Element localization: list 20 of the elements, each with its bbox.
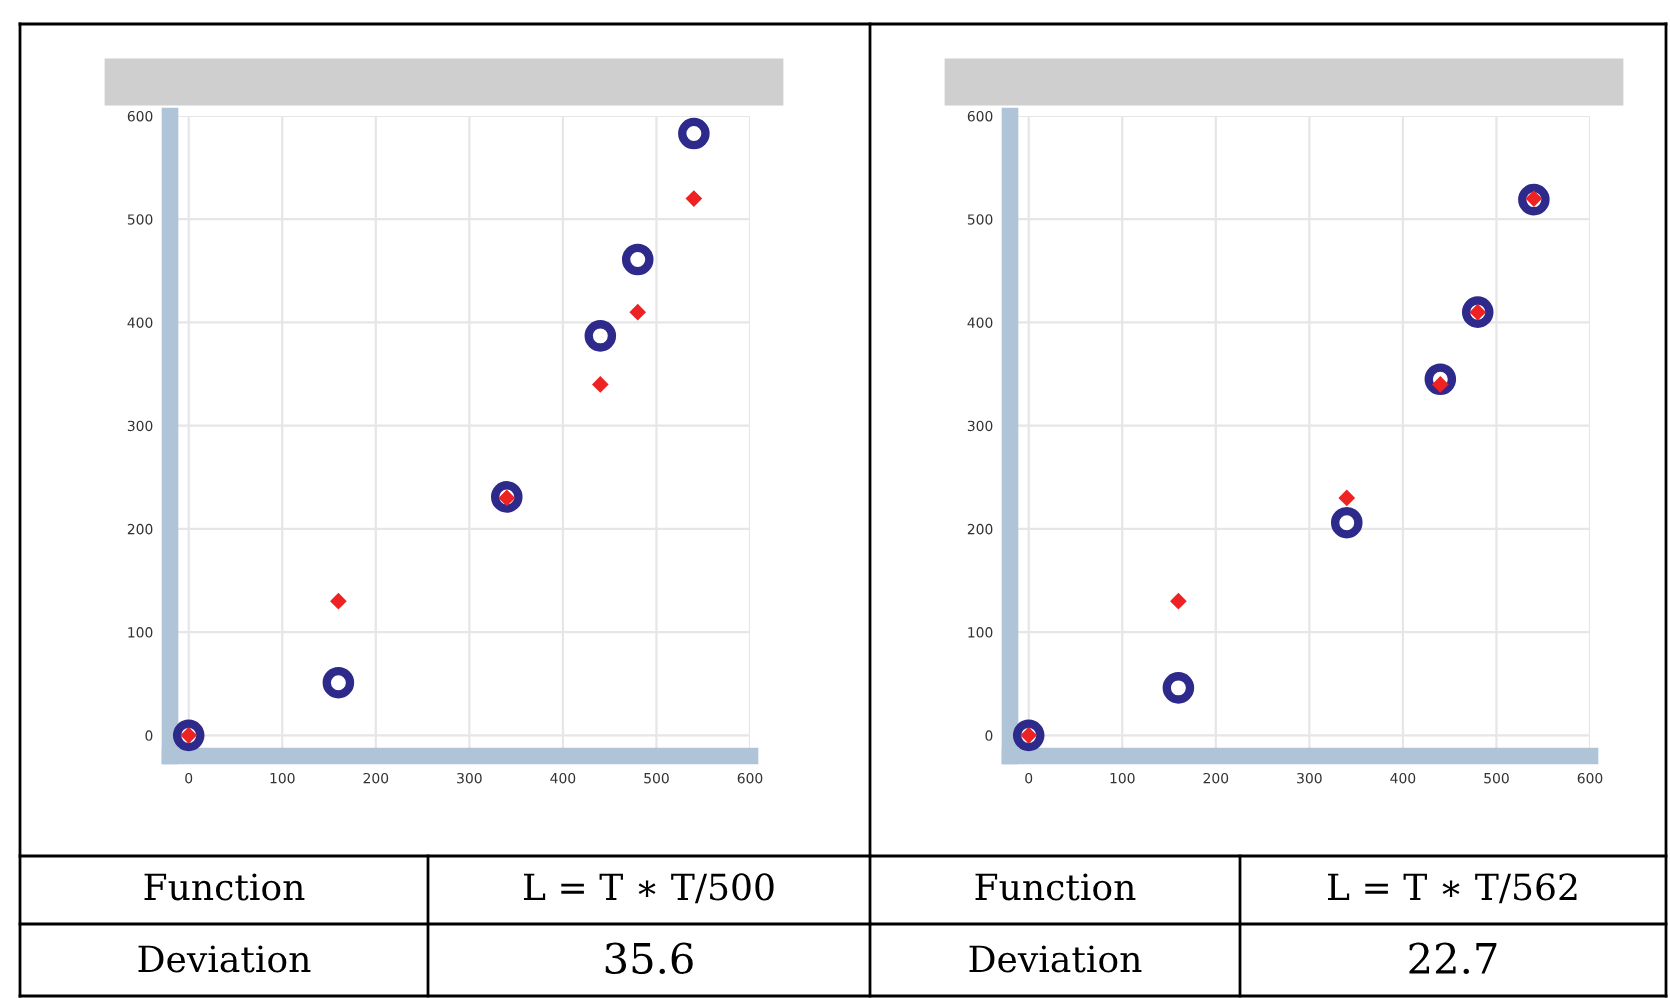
- point: [629, 303, 647, 321]
- text: Function: [975, 873, 1136, 901]
- text: L = T ∗ T/562: [1328, 873, 1577, 904]
- point: [584, 320, 617, 352]
- text: 35.6: [605, 942, 693, 975]
- text: L = T ∗ T/500: [524, 873, 774, 904]
- point: [330, 592, 347, 610]
- point: [591, 376, 609, 393]
- point: [1170, 592, 1187, 610]
- point: [1162, 672, 1195, 704]
- text: Function: [144, 873, 305, 901]
- point: [621, 243, 654, 276]
- text: 22.7: [1409, 942, 1497, 975]
- point: [1330, 506, 1363, 539]
- point: [322, 666, 355, 699]
- text: Deviation: [138, 945, 311, 973]
- point: [1338, 489, 1356, 507]
- point: [678, 117, 710, 150]
- point: [685, 190, 703, 207]
- text: Deviation: [969, 945, 1142, 973]
